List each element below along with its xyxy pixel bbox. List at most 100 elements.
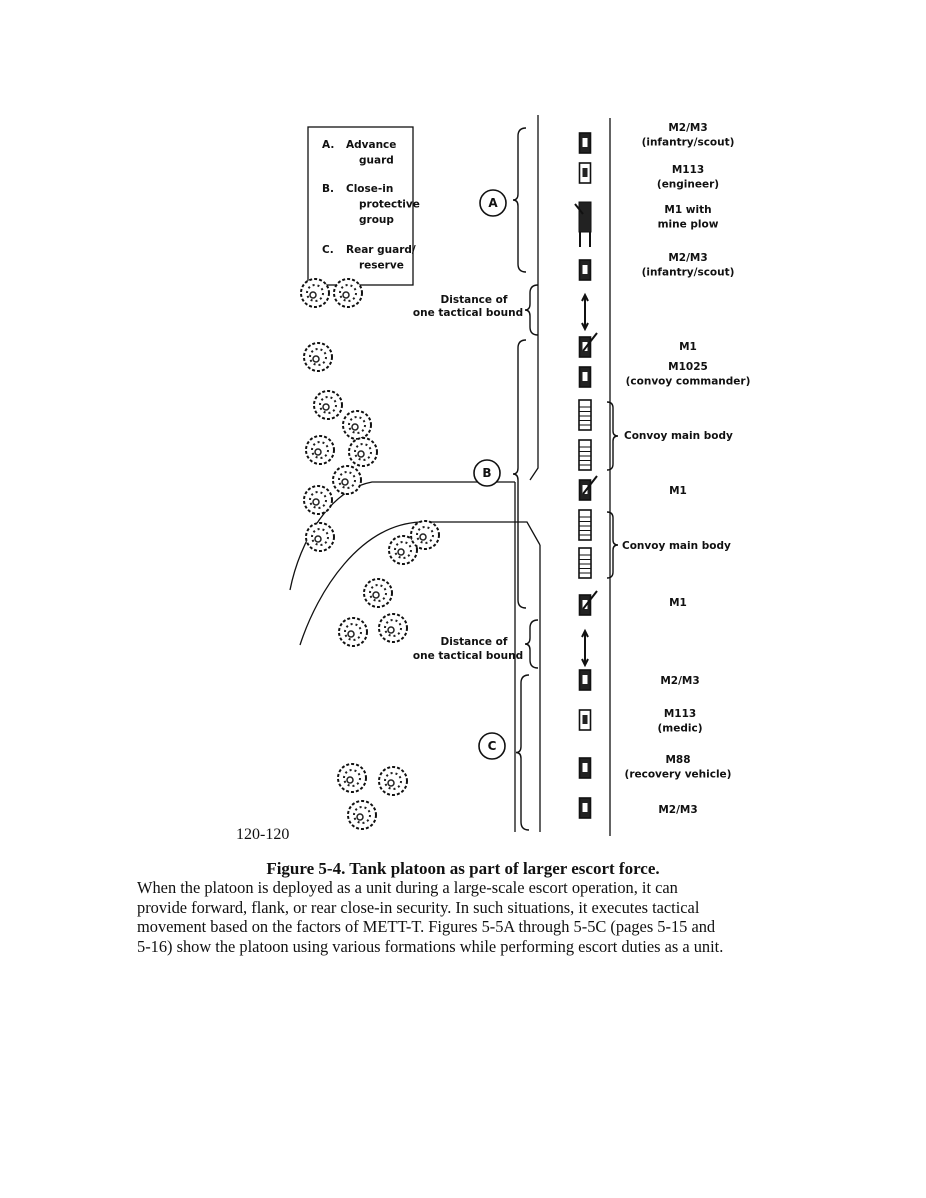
group-b-brace — [512, 339, 527, 609]
body-paragraph: When the platoon is deployed as a unit d… — [137, 878, 837, 956]
group-marker-label: A — [488, 196, 498, 210]
group-marker-label: C — [488, 739, 497, 753]
plow-vehicle-icon — [574, 201, 592, 247]
legend-text: reserve — [359, 260, 404, 272]
tree-icon — [332, 465, 362, 495]
page-number: 120-120 — [236, 826, 290, 843]
double-arrow-icon — [581, 628, 589, 668]
figure-caption: Figure 5-4. Tank platoon as part of larg… — [266, 859, 660, 878]
trees — [300, 278, 440, 830]
legend-letter: C. — [322, 244, 334, 256]
vehicle-label: (convoy commander) — [626, 376, 751, 388]
tank-vehicle-icon — [578, 475, 598, 501]
ifv-vehicle-icon — [578, 669, 592, 691]
vehicle-label: M2/M3 — [658, 804, 697, 816]
tree-icon — [338, 617, 368, 647]
tree-icon — [342, 410, 372, 440]
vehicle-label: Convoy main body — [622, 540, 731, 552]
tree-icon — [348, 437, 378, 467]
vehicle-label: M2/M3 — [668, 122, 707, 134]
vehicle-label: M1 — [669, 597, 687, 609]
legend-letter: B. — [322, 183, 334, 195]
vehicle-label: M2/M3 — [660, 675, 699, 687]
group-marker-circle — [478, 732, 506, 760]
truck-vehicle-icon — [578, 399, 592, 431]
hmmwv-vehicle-icon — [578, 366, 592, 388]
vehicle-labels: M2/M3 (infantry/scout) M113 (engineer) M1 wi… — [622, 122, 750, 816]
tree-icon — [333, 278, 363, 308]
distance-label: Distance of — [441, 294, 508, 306]
paragraph-line: provide forward, flank, or rear close-in… — [137, 897, 700, 917]
group-marker-label: B — [482, 466, 491, 480]
vehicle-label: (medic) — [658, 723, 703, 735]
tree-icon — [305, 522, 335, 552]
tree-icon — [388, 535, 418, 565]
tank-vehicle-icon — [578, 590, 598, 616]
group-marker-circle — [473, 459, 501, 487]
group-marker-circle — [479, 189, 507, 217]
ifv-vehicle-icon — [578, 259, 592, 281]
tree-icon — [337, 763, 367, 793]
legend-letter: A. — [322, 139, 334, 151]
distance-label: Distance of — [441, 636, 508, 648]
paragraph-line: movement based on the factors of METT-T.… — [137, 917, 716, 936]
truck-vehicle-icon — [578, 509, 592, 541]
tree-icon — [313, 390, 343, 420]
group-markers: A B C — [473, 189, 507, 760]
group-a-brace — [512, 127, 527, 273]
convoy-body-brace — [606, 511, 619, 579]
tree-icon — [347, 800, 377, 830]
convoy-body-brace — [606, 401, 619, 471]
legend-text: Rear guard/ — [346, 244, 416, 256]
truck-vehicle-icon — [578, 547, 592, 579]
tree-icon — [410, 520, 440, 550]
road-edge-main-upper — [529, 115, 539, 481]
paragraph-line: When the platoon is deployed as a unit d… — [137, 878, 678, 897]
tree-icon — [378, 613, 408, 643]
legend: A. Advance guard B. Close-in protective group C… — [322, 139, 420, 272]
legend-text: protective — [359, 199, 420, 211]
vehicle-label: M1 with — [664, 204, 711, 216]
tree-icon — [378, 766, 408, 796]
truck-vehicle-icon — [578, 439, 592, 471]
recovery-vehicle-icon — [578, 757, 592, 779]
vehicle-label: (engineer) — [657, 179, 719, 191]
apc-vehicle-icon — [578, 162, 592, 184]
vehicle-label: M1 — [679, 341, 697, 353]
vehicle-label: (infantry/scout) — [642, 267, 735, 279]
tree-icon — [305, 435, 335, 465]
group-c-brace — [515, 674, 530, 831]
tree-icon — [303, 342, 333, 372]
ifv-vehicle-icon — [578, 797, 592, 819]
vehicle-column — [574, 132, 598, 819]
escort-force-diagram: A. Advance guard B. Close-in protective group C… — [289, 115, 750, 836]
distance-label: one tactical bound — [413, 650, 523, 662]
tree-icon — [300, 278, 330, 308]
ifv-vehicle-icon — [578, 132, 592, 154]
tactical-bound-brace — [524, 619, 539, 669]
vehicle-label: (recovery vehicle) — [625, 769, 732, 781]
paragraph-line: 5-16) show the platoon using various for… — [137, 936, 724, 956]
tank-vehicle-icon — [578, 332, 598, 358]
vehicle-label: M88 — [665, 754, 690, 766]
double-arrow-icon — [581, 292, 589, 332]
legend-text: group — [359, 214, 394, 226]
vehicle-label: mine plow — [658, 219, 719, 231]
tactical-bound-brace — [524, 284, 539, 336]
legend-box — [307, 126, 414, 286]
vehicle-label: M113 — [672, 164, 704, 176]
distance-label: one tactical bound — [413, 307, 523, 319]
legend-text: guard — [359, 155, 394, 167]
tree-icon — [363, 578, 393, 608]
legend-text: Close-in — [346, 183, 393, 195]
vehicle-label: M1 — [669, 485, 687, 497]
vehicle-label: (infantry/scout) — [642, 137, 735, 149]
side-road-upper-edge — [289, 481, 515, 591]
vehicle-label: M2/M3 — [668, 252, 707, 264]
apc-vehicle-icon — [578, 709, 592, 731]
tree-icon — [303, 485, 333, 515]
vehicle-label: M1025 — [668, 361, 708, 373]
vehicle-label: M113 — [664, 708, 696, 720]
